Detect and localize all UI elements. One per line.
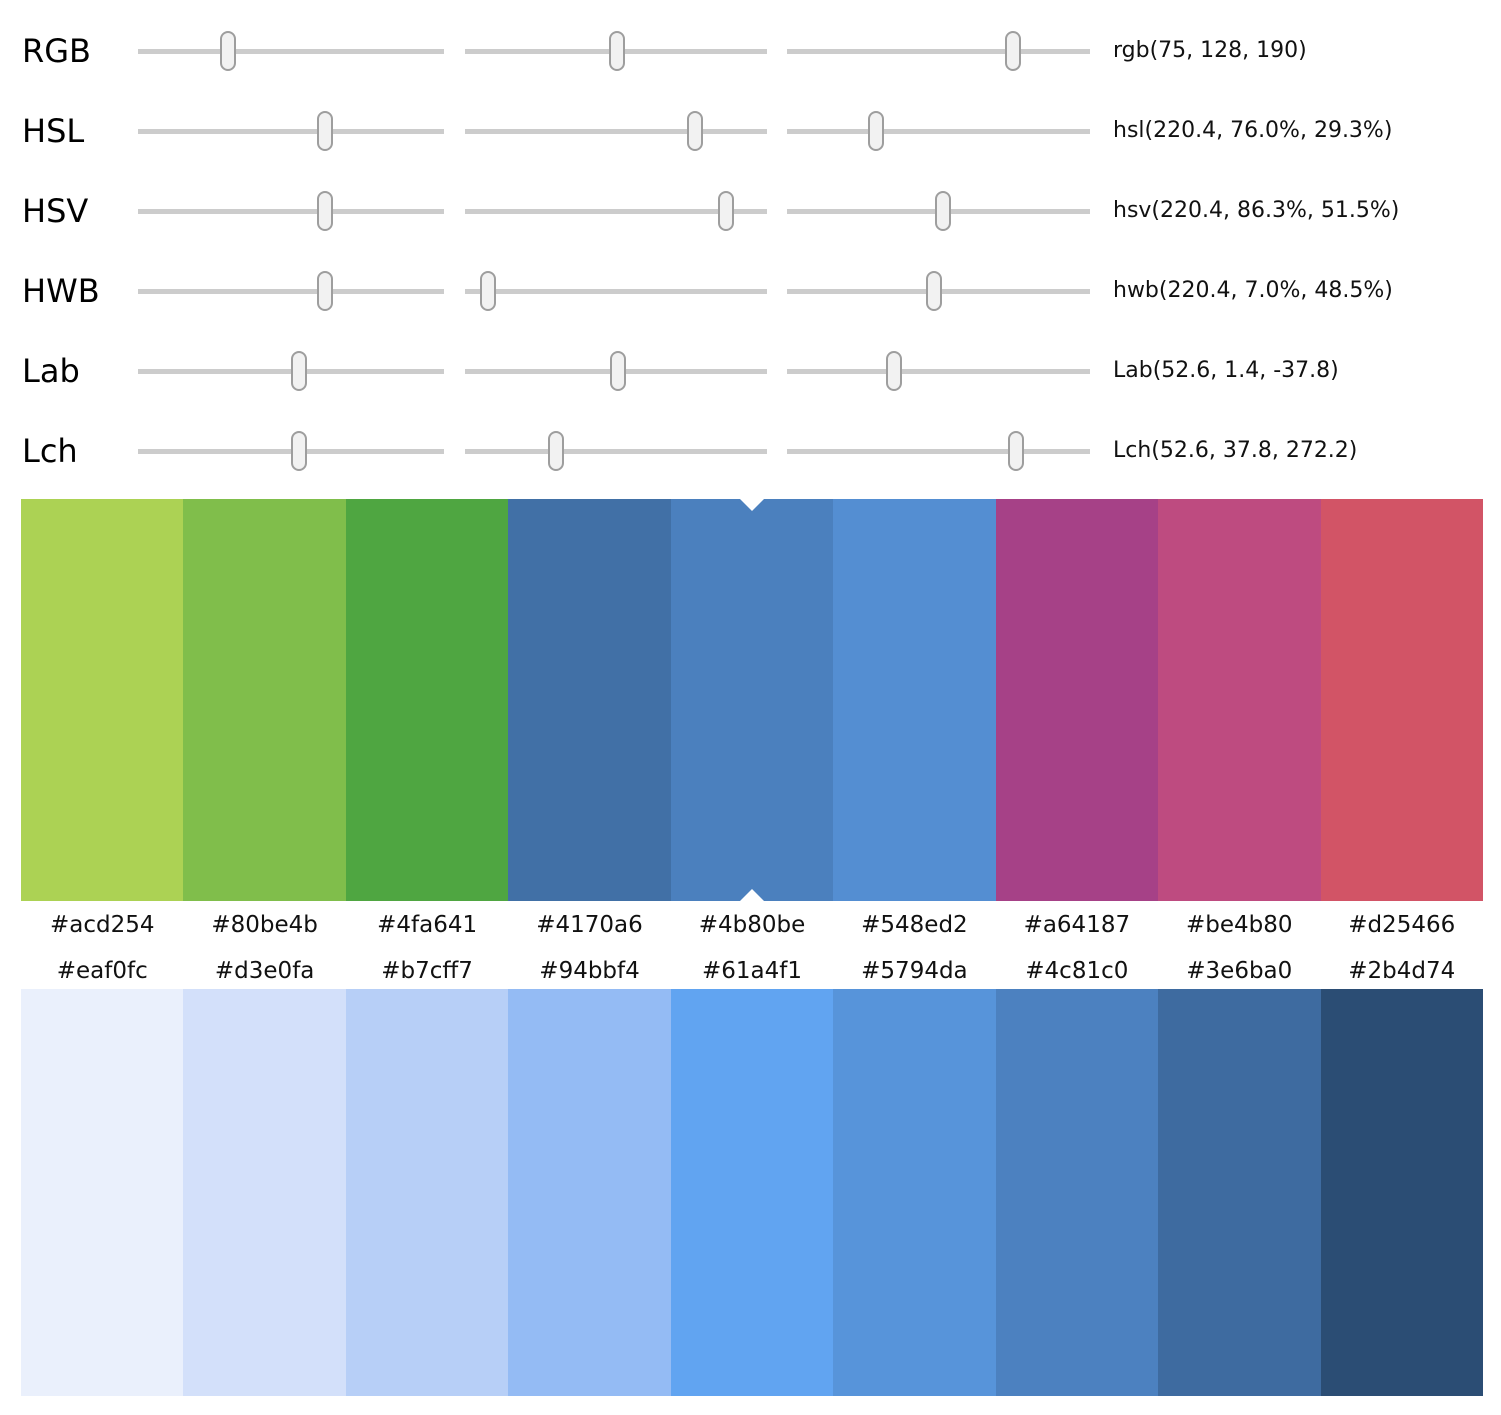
lab-l-slider[interactable] <box>138 351 444 391</box>
lch-c-slider-thumb[interactable] <box>547 431 564 471</box>
hex-label: #2b4d74 <box>1348 958 1456 984</box>
lch-h-slider-thumb[interactable] <box>1008 431 1025 471</box>
selected-color-notch-top-icon <box>740 499 764 511</box>
hex-label: #4c81c0 <box>1025 958 1129 984</box>
color-swatch[interactable] <box>183 989 346 1396</box>
hex-label: #3e6ba0 <box>1186 958 1293 984</box>
lch-c-slider[interactable] <box>465 431 767 471</box>
rgb-b-slider-thumb[interactable] <box>1004 31 1021 71</box>
rgb-r-slider-thumb[interactable] <box>219 31 236 71</box>
hwb-w-slider-thumb[interactable] <box>479 271 496 311</box>
hsv-row-label: HSV <box>22 192 89 230</box>
hex-label-selected: #4b80be <box>698 912 806 938</box>
hex-label: #4fa641 <box>377 912 478 938</box>
hsl-s-slider-thumb[interactable] <box>686 111 703 151</box>
lch-l-slider[interactable] <box>138 431 444 471</box>
lab-b-slider-thumb[interactable] <box>886 351 903 391</box>
color-swatch[interactable] <box>345 989 509 1396</box>
hwb-h-slider-thumb[interactable] <box>317 271 334 311</box>
color-swatch-selected[interactable] <box>670 499 834 901</box>
rgb-row-label: RGB <box>22 32 91 70</box>
color-swatch[interactable] <box>833 499 996 901</box>
rgb-r-slider[interactable] <box>138 31 444 71</box>
hex-label: #5794da <box>861 958 968 984</box>
lch-value-text: Lch(52.6, 37.8, 272.2) <box>1113 438 1358 463</box>
hex-label: #61a4f1 <box>701 958 802 984</box>
color-swatch[interactable] <box>1320 989 1483 1396</box>
hsv-h-slider-thumb[interactable] <box>317 191 334 231</box>
hsv-v-slider-thumb[interactable] <box>935 191 952 231</box>
hue-variations-palette <box>21 499 1483 901</box>
color-swatch[interactable] <box>833 989 996 1396</box>
slider-row-hwb: HWB hwb(220.4, 7.0%, 48.5%) <box>0 251 1501 331</box>
hex-label: #548ed2 <box>861 912 968 938</box>
hex-label: #a64187 <box>1023 912 1131 938</box>
slider-row-lab: Lab Lab(52.6, 1.4, -37.8) <box>0 331 1501 411</box>
lab-a-slider[interactable] <box>465 351 767 391</box>
slider-row-hsv: HSV hsv(220.4, 86.3%, 51.5%) <box>0 171 1501 251</box>
hsv-value-text: hsv(220.4, 86.3%, 51.5%) <box>1113 198 1400 223</box>
hex-label: #acd254 <box>49 912 155 938</box>
hsv-s-slider[interactable] <box>465 191 767 231</box>
hex-label: #be4b80 <box>1186 912 1293 938</box>
hsl-value-text: hsl(220.4, 76.0%, 29.3%) <box>1113 118 1393 143</box>
lch-l-slider-thumb[interactable] <box>290 431 307 471</box>
slider-row-rgb: RGB rgb(75, 128, 190) <box>0 11 1501 91</box>
hex-label: #d3e0fa <box>214 958 315 984</box>
hex-label: #d25466 <box>1348 912 1456 938</box>
hwb-h-slider[interactable] <box>138 271 444 311</box>
hsv-h-slider[interactable] <box>138 191 444 231</box>
hwb-b-slider[interactable] <box>787 271 1090 311</box>
color-swatch[interactable] <box>345 499 509 901</box>
hex-label: #80be4b <box>211 912 318 938</box>
color-swatch[interactable] <box>21 499 184 901</box>
lab-a-slider-thumb[interactable] <box>610 351 627 391</box>
hsv-v-slider[interactable] <box>787 191 1090 231</box>
hex-label: #b7cff7 <box>381 958 473 984</box>
hwb-row-label: HWB <box>22 272 100 310</box>
rgb-value-text: rgb(75, 128, 190) <box>1113 38 1307 63</box>
hsl-s-slider[interactable] <box>465 111 767 151</box>
shades-palette <box>21 989 1483 1396</box>
hwb-value-text: hwb(220.4, 7.0%, 48.5%) <box>1113 278 1393 303</box>
color-swatch[interactable] <box>1158 499 1321 901</box>
hsl-l-slider-thumb[interactable] <box>867 111 884 151</box>
color-swatch[interactable] <box>508 989 671 1396</box>
lab-b-slider[interactable] <box>787 351 1090 391</box>
color-swatch[interactable] <box>995 989 1159 1396</box>
color-swatch[interactable] <box>508 499 671 901</box>
hue-palette-hex-labels: #acd254 #80be4b #4fa641 #4170a6 #4b80be … <box>21 905 1483 945</box>
color-swatch[interactable] <box>670 989 834 1396</box>
rgb-g-slider-thumb[interactable] <box>608 31 625 71</box>
hsl-h-slider-thumb[interactable] <box>317 111 334 151</box>
lab-l-slider-thumb[interactable] <box>290 351 307 391</box>
lch-h-slider[interactable] <box>787 431 1090 471</box>
lab-value-text: Lab(52.6, 1.4, -37.8) <box>1113 358 1339 383</box>
slider-row-hsl: HSL hsl(220.4, 76.0%, 29.3%) <box>0 91 1501 171</box>
hwb-w-slider[interactable] <box>465 271 767 311</box>
color-swatch[interactable] <box>1320 499 1483 901</box>
rgb-g-slider[interactable] <box>465 31 767 71</box>
color-swatch[interactable] <box>21 989 184 1396</box>
hex-label: #94bbf4 <box>539 958 640 984</box>
hsl-h-slider[interactable] <box>138 111 444 151</box>
selected-color-notch-bottom-icon <box>740 889 764 901</box>
rgb-b-slider[interactable] <box>787 31 1090 71</box>
hsl-row-label: HSL <box>22 112 85 150</box>
color-swatch[interactable] <box>183 499 346 901</box>
hsv-s-slider-thumb[interactable] <box>717 191 734 231</box>
slider-row-lch: Lch Lch(52.6, 37.8, 272.2) <box>0 411 1501 491</box>
lch-row-label: Lch <box>22 432 78 470</box>
lab-row-label: Lab <box>22 352 80 390</box>
shades-palette-hex-labels: #eaf0fc #d3e0fa #b7cff7 #94bbf4 #61a4f1 … <box>21 951 1483 991</box>
hex-label: #eaf0fc <box>56 958 148 984</box>
color-swatch[interactable] <box>995 499 1159 901</box>
hsl-l-slider[interactable] <box>787 111 1090 151</box>
hex-label: #4170a6 <box>536 912 643 938</box>
color-swatch[interactable] <box>1158 989 1321 1396</box>
hwb-b-slider-thumb[interactable] <box>925 271 942 311</box>
